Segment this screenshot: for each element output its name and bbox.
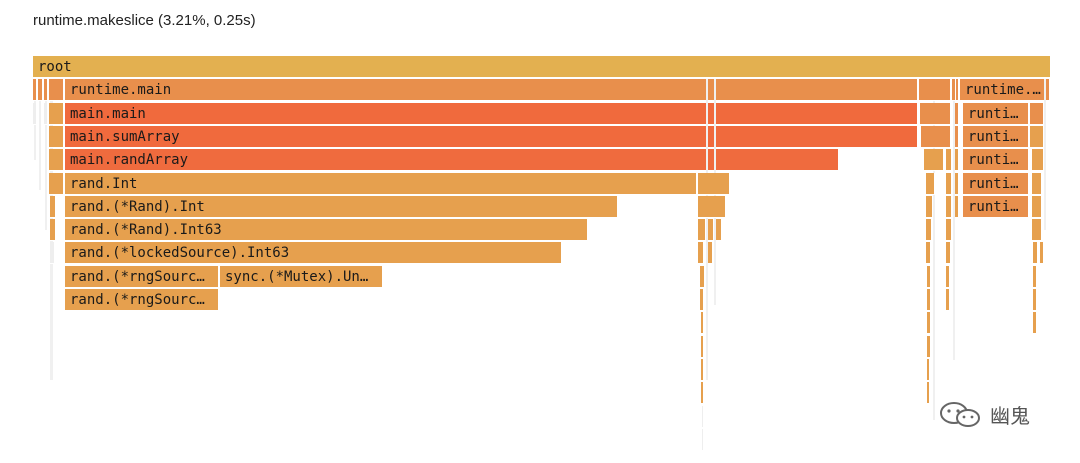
ghost-column — [953, 79, 955, 360]
narrow-frame[interactable] — [49, 126, 64, 148]
narrow-frame[interactable] — [1033, 242, 1038, 264]
narrow-frame[interactable] — [926, 196, 933, 218]
narrow-frame[interactable] — [955, 173, 959, 195]
narrow-frame[interactable] — [702, 429, 704, 451]
frame-runti[interactable]: runti… — [963, 196, 1029, 218]
narrow-frame[interactable] — [946, 242, 951, 264]
narrow-frame[interactable] — [49, 79, 64, 101]
narrow-frame[interactable] — [927, 382, 930, 404]
ghost-column — [45, 79, 47, 230]
narrow-frame[interactable] — [955, 126, 959, 148]
narrow-frame[interactable] — [698, 196, 726, 218]
narrow-frame[interactable] — [49, 149, 64, 171]
narrow-frame[interactable] — [921, 126, 951, 148]
narrow-frame[interactable] — [1030, 126, 1044, 148]
narrow-frame[interactable] — [701, 359, 704, 381]
narrow-frame[interactable] — [952, 79, 956, 101]
frame-runtime[interactable]: runtime.… — [960, 79, 1050, 101]
narrow-frame[interactable] — [927, 336, 931, 358]
narrow-frame[interactable] — [708, 242, 713, 264]
narrow-frame[interactable] — [1033, 312, 1037, 334]
frame-runti[interactable]: runti… — [963, 103, 1029, 125]
narrow-frame[interactable] — [1032, 196, 1042, 218]
frame-runtime-main[interactable]: runtime.main — [65, 79, 918, 101]
frame-sync-mutex-un[interactable]: sync.(*Mutex).Un… — [220, 266, 383, 288]
narrow-frame[interactable] — [708, 219, 714, 241]
narrow-frame[interactable] — [919, 79, 951, 101]
frame-rand-rand-int[interactable]: rand.(*Rand).Int — [65, 196, 618, 218]
frame-rand-rngsourc[interactable]: rand.(*rngSourc… — [65, 289, 219, 311]
narrow-frame[interactable] — [700, 266, 705, 288]
narrow-frame[interactable] — [946, 219, 952, 241]
narrow-frame[interactable] — [955, 103, 959, 125]
narrow-frame[interactable] — [1033, 289, 1037, 311]
narrow-frame[interactable] — [946, 173, 952, 195]
narrow-frame[interactable] — [44, 103, 48, 125]
narrow-frame[interactable] — [955, 149, 959, 171]
narrow-frame[interactable] — [1032, 173, 1042, 195]
narrow-frame[interactable] — [946, 196, 952, 218]
narrow-frame[interactable] — [924, 149, 944, 171]
frame-rand-rand-int63[interactable]: rand.(*Rand).Int63 — [65, 219, 588, 241]
narrow-frame[interactable] — [701, 382, 704, 404]
frame-rand-lockedsource-int63[interactable]: rand.(*lockedSource).Int63 — [65, 242, 562, 264]
narrow-frame[interactable] — [1033, 266, 1037, 288]
narrow-frame[interactable] — [956, 79, 959, 101]
ghost-column — [39, 79, 41, 190]
narrow-frame[interactable] — [926, 219, 932, 241]
narrow-frame[interactable] — [1040, 242, 1044, 264]
watermark: 幽鬼 — [938, 400, 1030, 429]
narrow-frame[interactable] — [1032, 219, 1042, 241]
watermark-text: 幽鬼 — [990, 404, 1030, 428]
narrow-frame[interactable] — [701, 336, 704, 358]
frame-main-randarray[interactable]: main.randArray — [65, 149, 839, 171]
narrow-frame[interactable] — [50, 196, 56, 218]
frame-root[interactable]: root — [33, 56, 1051, 78]
narrow-frame[interactable] — [920, 103, 951, 125]
narrow-frame[interactable] — [50, 219, 56, 241]
frame-runti[interactable]: runti… — [963, 126, 1029, 148]
narrow-frame[interactable] — [1032, 149, 1044, 171]
narrow-frame[interactable] — [698, 173, 730, 195]
narrow-frame[interactable] — [702, 406, 704, 428]
narrow-frame[interactable] — [926, 242, 931, 264]
ghost-column — [706, 79, 708, 380]
narrow-frame[interactable] — [1030, 103, 1044, 125]
narrow-frame[interactable] — [33, 103, 37, 125]
narrow-frame[interactable] — [946, 266, 950, 288]
selected-frame-title: runtime.makeslice (3.21%, 0.25s) — [33, 12, 256, 29]
narrow-frame[interactable] — [49, 173, 64, 195]
narrow-frame[interactable] — [716, 219, 722, 241]
wechat-icon — [940, 401, 980, 427]
narrow-frame[interactable] — [698, 219, 706, 241]
frame-rand-rngsourc[interactable]: rand.(*rngSourc… — [65, 266, 219, 288]
ghost-column — [933, 79, 935, 420]
frame-main-main[interactable]: main.main — [65, 103, 918, 125]
narrow-frame[interactable] — [50, 242, 55, 264]
narrow-frame[interactable] — [946, 289, 950, 311]
narrow-frame[interactable] — [927, 266, 931, 288]
narrow-frame[interactable] — [700, 289, 704, 311]
frame-rand-int[interactable]: rand.Int — [65, 173, 697, 195]
ghost-column — [1044, 79, 1046, 230]
narrow-frame[interactable] — [701, 312, 704, 334]
narrow-frame[interactable] — [955, 196, 959, 218]
narrow-frame[interactable] — [927, 312, 931, 334]
narrow-frame[interactable] — [927, 289, 931, 311]
narrow-frame[interactable] — [946, 149, 952, 171]
narrow-frame[interactable] — [49, 103, 64, 125]
frame-runti[interactable]: runti… — [963, 173, 1029, 195]
frame-main-sumarray[interactable]: main.sumArray — [65, 126, 918, 148]
narrow-frame[interactable] — [698, 242, 704, 264]
frame-runti[interactable]: runti… — [963, 149, 1029, 171]
narrow-frame[interactable] — [38, 79, 43, 101]
narrow-frame[interactable] — [927, 359, 930, 381]
narrow-frame[interactable] — [926, 173, 935, 195]
narrow-frame[interactable] — [33, 79, 37, 101]
narrow-frame[interactable] — [44, 79, 48, 101]
